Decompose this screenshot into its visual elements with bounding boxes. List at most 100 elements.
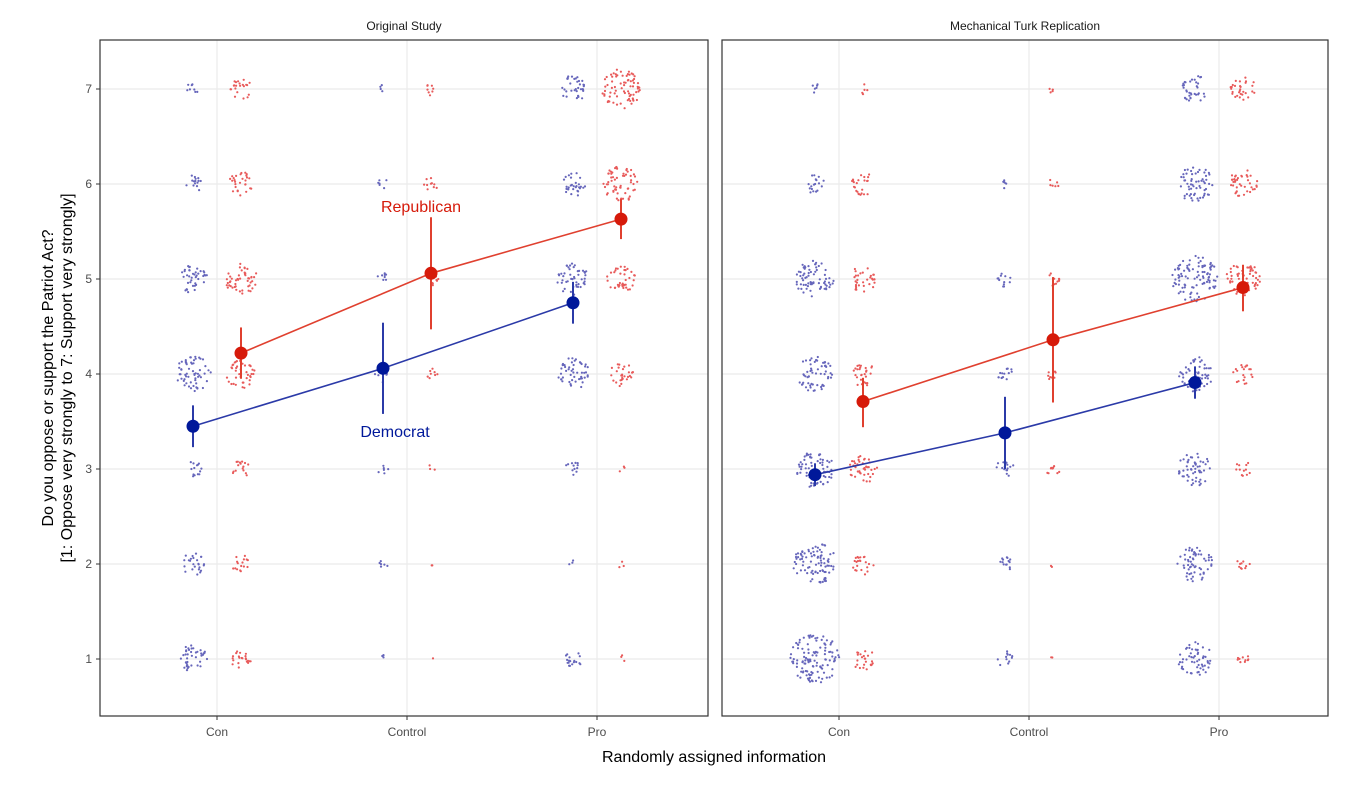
x-tick-label: Control bbox=[1010, 725, 1049, 739]
response-dot bbox=[1206, 460, 1209, 463]
response-dot bbox=[247, 463, 250, 466]
response-dot bbox=[630, 376, 633, 379]
response-dot bbox=[856, 663, 859, 666]
response-dot bbox=[242, 97, 245, 100]
response-dot bbox=[182, 379, 185, 382]
response-dot bbox=[1248, 471, 1251, 475]
response-dot bbox=[192, 184, 195, 187]
response-dot bbox=[1202, 668, 1205, 671]
response-dot bbox=[614, 89, 617, 92]
response-dot bbox=[854, 665, 857, 669]
response-dot bbox=[570, 172, 573, 175]
response-dot bbox=[621, 654, 624, 657]
response-dot bbox=[229, 280, 232, 283]
response-dot bbox=[619, 272, 622, 275]
response-dot bbox=[857, 192, 860, 195]
response-dot bbox=[236, 91, 239, 94]
response-dot bbox=[866, 566, 869, 569]
response-dot bbox=[1204, 376, 1207, 379]
response-dot bbox=[624, 278, 627, 282]
response-dot bbox=[1203, 192, 1206, 195]
response-dot bbox=[801, 263, 804, 266]
response-dot bbox=[579, 88, 583, 91]
response-dot bbox=[382, 468, 385, 471]
mean-point bbox=[186, 419, 200, 433]
response-dot bbox=[1005, 658, 1008, 661]
response-dot bbox=[569, 176, 573, 179]
response-dot bbox=[423, 183, 426, 186]
response-dot bbox=[796, 659, 799, 662]
response-dot bbox=[1243, 294, 1246, 297]
response-dot bbox=[1190, 187, 1193, 190]
response-dot bbox=[829, 643, 832, 646]
response-dot bbox=[1197, 82, 1200, 85]
response-dot bbox=[998, 278, 1001, 282]
response-dot bbox=[816, 670, 819, 673]
response-dot bbox=[1201, 266, 1204, 269]
response-dot bbox=[1243, 382, 1246, 385]
response-dot bbox=[1049, 564, 1053, 568]
response-dot bbox=[857, 274, 860, 277]
response-dot bbox=[1238, 91, 1241, 94]
response-dot bbox=[199, 665, 202, 668]
response-dot bbox=[1007, 372, 1010, 375]
response-dot bbox=[1202, 656, 1205, 659]
response-dot bbox=[795, 665, 799, 669]
response-dot bbox=[235, 555, 238, 559]
response-dot bbox=[815, 261, 818, 264]
response-dot bbox=[196, 267, 199, 270]
response-dot bbox=[849, 473, 852, 476]
response-dot bbox=[1195, 284, 1198, 287]
response-dot bbox=[1049, 184, 1052, 187]
response-dot bbox=[429, 467, 432, 471]
response-dot bbox=[1184, 81, 1187, 84]
response-dot bbox=[870, 660, 874, 663]
response-dot bbox=[1198, 388, 1201, 391]
response-dot bbox=[185, 669, 189, 672]
response-dot bbox=[1190, 178, 1193, 181]
response-dot bbox=[231, 471, 235, 475]
response-dot bbox=[800, 383, 804, 386]
response-dot bbox=[606, 83, 609, 87]
response-dot bbox=[621, 74, 624, 77]
response-dot bbox=[815, 654, 818, 657]
response-dot bbox=[199, 376, 202, 379]
response-dot bbox=[1253, 188, 1256, 191]
response-dot bbox=[823, 273, 827, 276]
response-dot bbox=[814, 182, 817, 186]
response-dot bbox=[819, 559, 823, 562]
response-dot bbox=[828, 571, 831, 574]
x-tick-label: Pro bbox=[1210, 725, 1229, 739]
response-dot bbox=[241, 381, 244, 384]
response-dot bbox=[1057, 184, 1060, 188]
response-dot bbox=[377, 471, 380, 474]
response-dot bbox=[607, 181, 610, 184]
response-dot bbox=[637, 86, 640, 89]
response-dot bbox=[230, 277, 233, 280]
response-dot bbox=[1194, 467, 1197, 470]
response-dot bbox=[627, 197, 630, 200]
response-dot bbox=[804, 266, 807, 269]
response-dot bbox=[1230, 87, 1233, 90]
response-dot bbox=[1195, 93, 1198, 96]
response-dot bbox=[1207, 276, 1210, 279]
response-dot bbox=[619, 82, 622, 85]
response-dot bbox=[811, 569, 814, 572]
response-dot bbox=[868, 283, 871, 286]
response-dot bbox=[575, 185, 578, 188]
response-dot bbox=[240, 171, 243, 175]
response-dot bbox=[567, 188, 570, 191]
response-dot bbox=[1238, 468, 1241, 471]
panel-title: Original Study bbox=[366, 19, 441, 33]
response-dot bbox=[853, 559, 856, 563]
response-dot bbox=[1241, 93, 1244, 96]
response-dot bbox=[799, 552, 802, 556]
response-dot bbox=[191, 554, 194, 558]
response-dot bbox=[575, 97, 579, 100]
response-dot bbox=[1226, 277, 1229, 280]
response-dot bbox=[871, 277, 874, 280]
response-dot bbox=[229, 275, 232, 278]
response-dot bbox=[433, 183, 436, 186]
response-dot bbox=[183, 666, 186, 669]
response-dot bbox=[804, 283, 808, 286]
